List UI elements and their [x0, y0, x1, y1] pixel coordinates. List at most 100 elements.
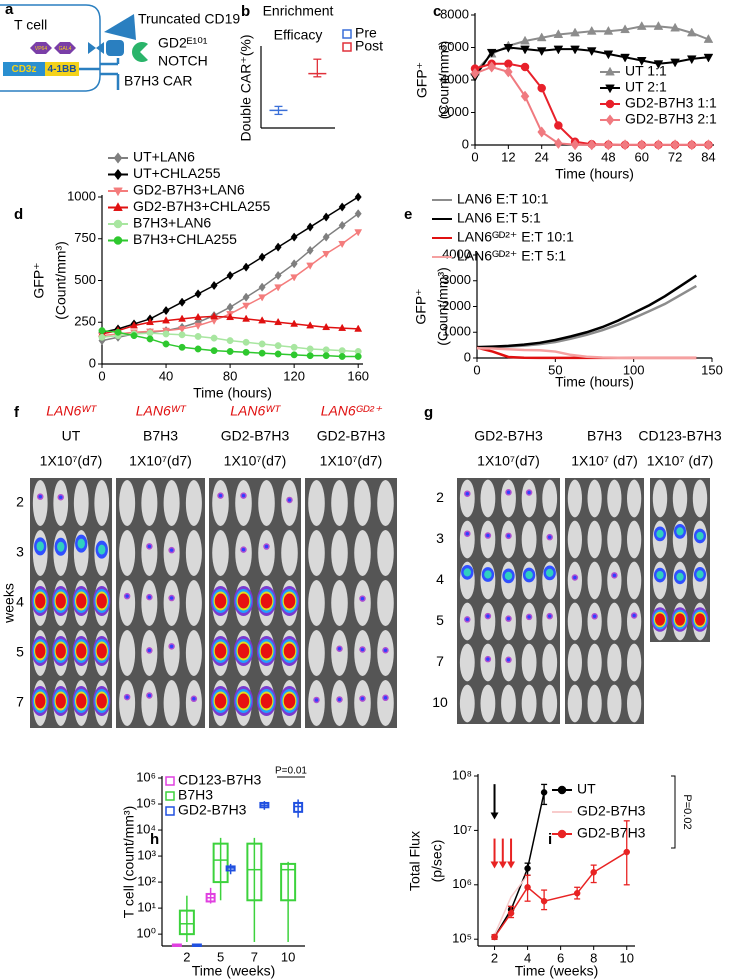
panel-letter: f [14, 404, 20, 421]
y-tick-label: 10³ [137, 848, 156, 863]
row-label: 3 [436, 530, 444, 546]
series-line [493, 851, 628, 938]
signal [260, 593, 273, 609]
data-point [258, 282, 266, 292]
mouse [185, 530, 202, 576]
dose-label: 1X10⁷(d7) [477, 453, 540, 469]
mouse [119, 530, 136, 576]
signal [76, 643, 87, 659]
signal [359, 595, 366, 602]
x-tick-label: 48 [601, 149, 615, 164]
legend-swatch [605, 99, 615, 109]
data-point [290, 343, 298, 351]
data-point [704, 139, 713, 151]
data-point [520, 45, 530, 55]
data-point [306, 345, 314, 353]
data-point [194, 289, 202, 299]
dose-label: 1X10⁷ (d7) [647, 453, 714, 469]
mouse [331, 480, 348, 526]
signal [283, 693, 296, 709]
signal [57, 541, 65, 552]
data-point [338, 347, 346, 355]
mouse [212, 530, 229, 576]
signal [336, 696, 343, 703]
signal [630, 612, 638, 619]
legend-label: UT 2:1 [625, 79, 667, 95]
data-point [554, 121, 563, 130]
mouse [258, 480, 275, 526]
mouse [567, 684, 582, 723]
mouse [308, 580, 325, 626]
mouse [331, 680, 348, 726]
data-point [178, 297, 186, 307]
signal [676, 572, 684, 581]
signal [76, 593, 87, 609]
y-tick-label: 2000 [442, 298, 471, 313]
data-point [637, 139, 647, 151]
signal [37, 493, 44, 500]
legend-label: GD2-B7H3 [577, 803, 646, 819]
data-point [274, 270, 282, 281]
data-point [338, 353, 346, 360]
mouse [480, 520, 496, 559]
data-point [242, 314, 251, 322]
mouse [567, 520, 582, 559]
data-point [338, 323, 347, 331]
mouse [185, 680, 202, 726]
y-tick-label: 2000 [440, 104, 469, 119]
signal [525, 613, 533, 621]
mouse [627, 684, 642, 723]
data-point [570, 139, 580, 151]
mouse [692, 479, 708, 518]
data-point [226, 348, 234, 355]
mouse [163, 630, 180, 676]
y-axis-title: GFP⁺ [31, 262, 47, 298]
mouse [501, 684, 516, 723]
mouse [119, 630, 136, 676]
mouse [521, 479, 537, 518]
mouse [567, 643, 582, 682]
car-label: UT [62, 428, 81, 444]
legend-label: LAN6 E:T 5:1 [457, 210, 541, 226]
mouse [377, 530, 394, 576]
legend-label: GD2-B7H3 2:1 [625, 111, 717, 127]
x-tick-label: 150 [701, 362, 723, 377]
signal [214, 593, 227, 609]
signal [96, 693, 107, 709]
series-line [476, 284, 697, 349]
signal [146, 593, 153, 601]
cd3z-label: CD3z [11, 64, 36, 75]
mouse [542, 602, 558, 641]
mouse [459, 684, 475, 723]
signal [505, 489, 512, 496]
data-point [491, 933, 498, 941]
data-point [586, 25, 597, 35]
mouse [459, 520, 475, 559]
data-point [503, 44, 514, 53]
data-point [226, 337, 234, 345]
data-point [226, 312, 235, 321]
car-label: B7H3 CAR [124, 73, 192, 89]
data-point [636, 57, 647, 66]
signal [675, 613, 685, 626]
data-point [603, 25, 614, 35]
y-tick-label: 10⁸ [452, 767, 472, 782]
mouse [501, 520, 516, 559]
panel-letter: a [5, 1, 14, 18]
data-point [162, 305, 170, 316]
data-point [210, 334, 218, 342]
signal [359, 646, 366, 653]
data-point [98, 327, 106, 335]
data-point [162, 316, 170, 324]
data-point [487, 61, 496, 73]
legend-label: B7H3 [178, 787, 213, 803]
signal [35, 643, 46, 659]
row-label: 2 [16, 494, 24, 510]
signal [504, 571, 513, 581]
notch-bowtie [88, 42, 96, 54]
mouse [354, 480, 371, 526]
legend-label: UT+CHLA255 [133, 165, 221, 181]
x-tick-label: 12 [501, 149, 515, 164]
mouse [607, 520, 622, 559]
legend-swatch [605, 84, 615, 94]
